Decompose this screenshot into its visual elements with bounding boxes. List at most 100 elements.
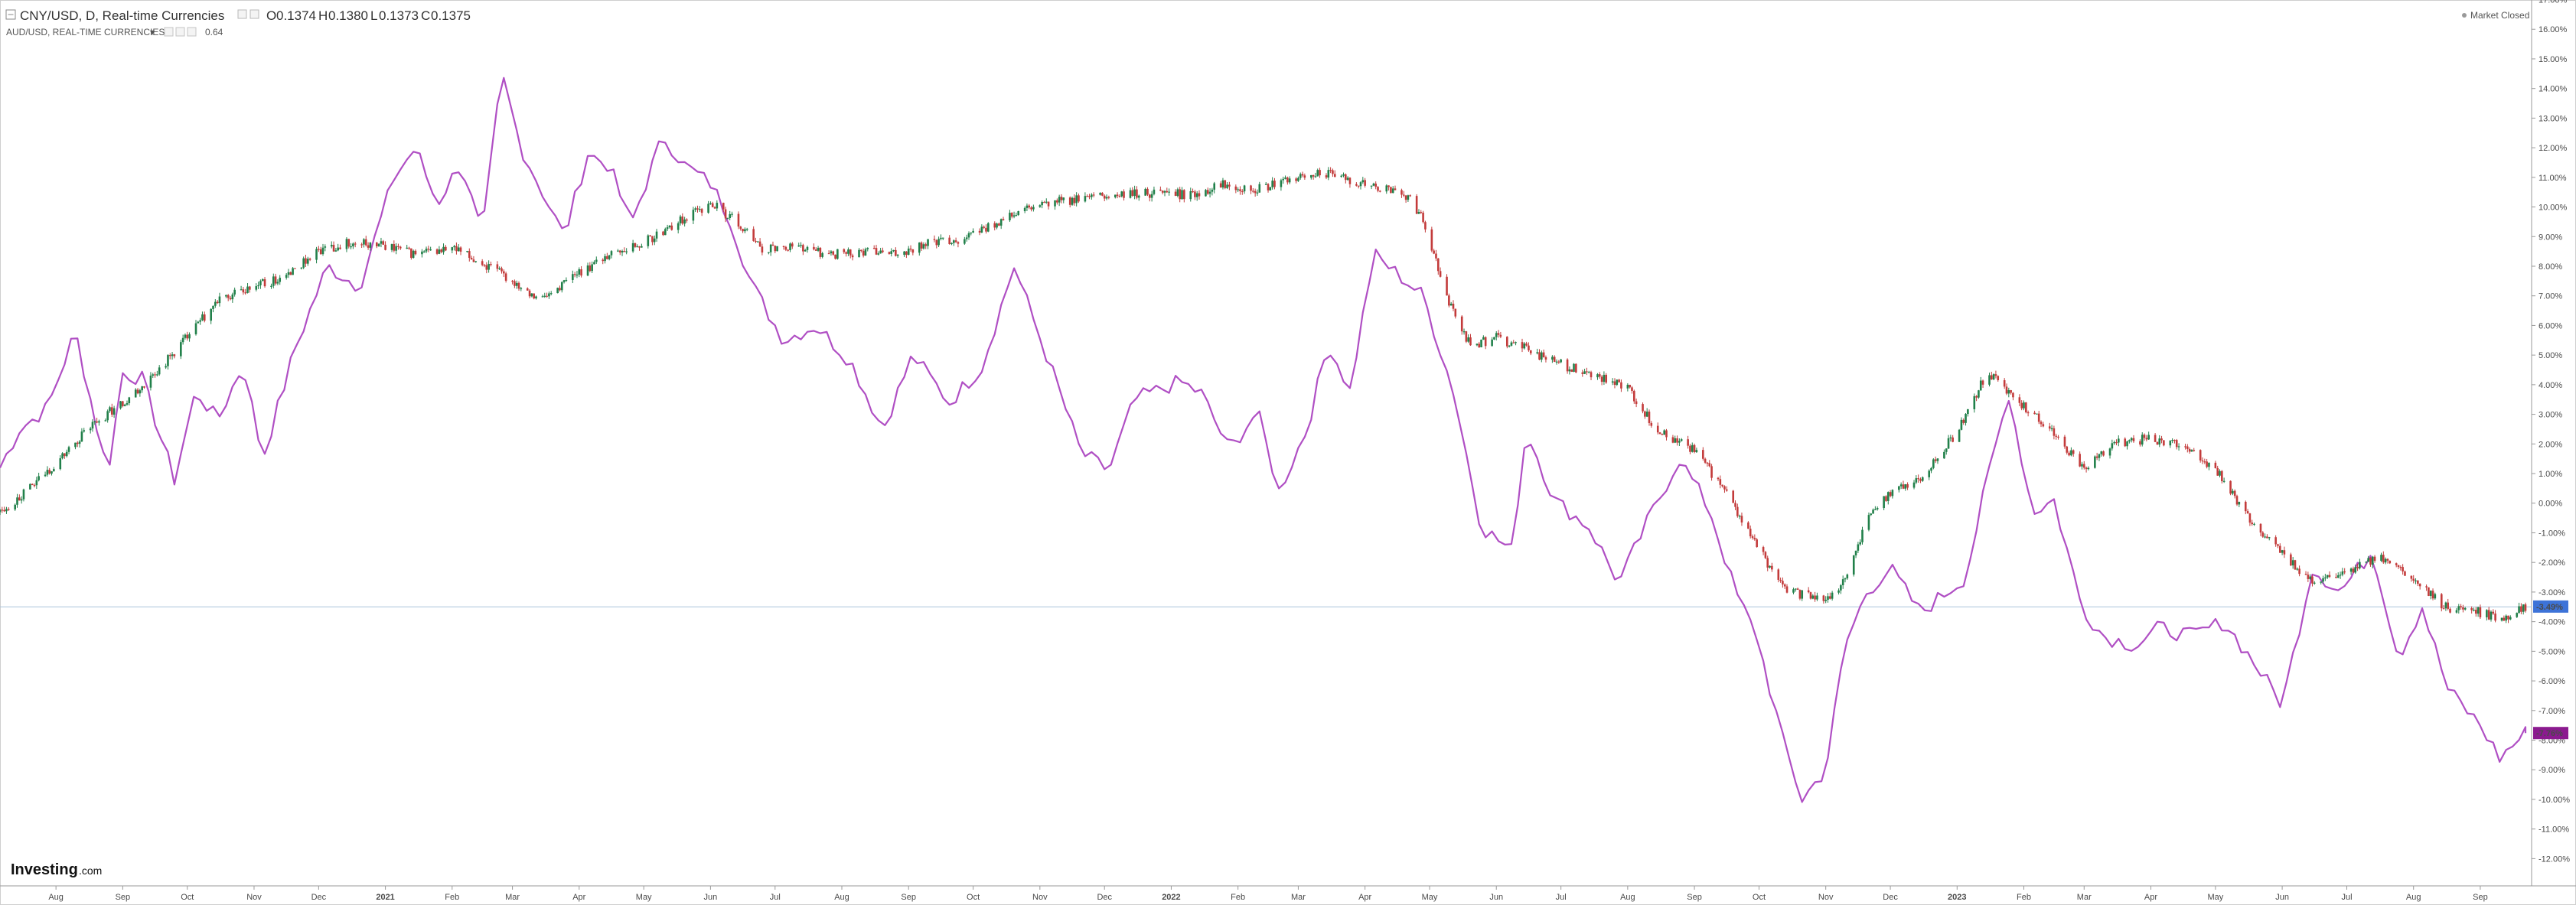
candle-body <box>369 243 372 248</box>
x-tick-label: Sep <box>2473 893 2488 902</box>
visibility-icon[interactable] <box>237 9 247 19</box>
candle-body <box>1068 197 1071 205</box>
candle-body <box>2492 611 2495 614</box>
candle-body <box>1555 361 1558 363</box>
candle-body <box>1402 194 1405 196</box>
candle-body <box>533 293 535 299</box>
candle-body <box>352 243 354 247</box>
candle-body <box>31 483 34 486</box>
candle-body <box>1528 345 1530 350</box>
candle-body <box>2203 461 2206 463</box>
compare-dropdown-icon[interactable]: ▾ <box>150 27 155 37</box>
candle-body <box>752 229 755 241</box>
candle-body <box>2281 550 2284 553</box>
compare-series-title[interactable]: AUD/USD, REAL-TIME CURRENCIES <box>6 27 165 37</box>
x-tick-label: Oct <box>181 893 194 902</box>
x-tick-label: May <box>2207 893 2223 902</box>
candle-body <box>1734 503 1736 507</box>
candle-body <box>1484 337 1487 347</box>
candle-body <box>2012 392 2014 398</box>
candle-body <box>2349 568 2353 572</box>
candle-body <box>227 295 230 298</box>
candle-body <box>1829 596 1831 599</box>
candle-body <box>1603 374 1606 383</box>
candle-body <box>216 301 219 304</box>
x-tick-label: Jun <box>704 893 718 902</box>
y-tick-label: 7.00% <box>2539 292 2562 301</box>
candle-body <box>1010 213 1013 217</box>
candle-body <box>2048 426 2051 429</box>
candle-body <box>503 271 505 274</box>
collapse-icon[interactable] <box>5 9 16 20</box>
candle-body <box>1469 337 1472 346</box>
candle-body <box>858 249 860 258</box>
candle-body <box>2425 586 2428 588</box>
y-tick-label: 5.00% <box>2539 351 2562 360</box>
main-series-title[interactable]: CNY/USD, D, Real-time Currencies <box>20 8 224 23</box>
candle-body <box>1544 357 1547 360</box>
candle-body <box>1613 381 1616 386</box>
candle-body <box>122 401 124 406</box>
candle-body <box>2115 442 2118 444</box>
candle-body <box>302 258 305 268</box>
candle-body <box>1271 181 1273 187</box>
candle-body <box>2010 390 2012 393</box>
candle-body <box>1032 207 1035 210</box>
candle-body <box>1026 205 1029 208</box>
candle-body <box>993 223 996 228</box>
candle-body <box>1960 419 1963 430</box>
candle-body <box>2248 513 2252 523</box>
candle-body <box>1357 185 1360 187</box>
candle-body <box>16 497 18 505</box>
candle-body <box>1611 381 1614 383</box>
candle-body <box>1902 484 1905 489</box>
candle-body <box>940 237 942 239</box>
brand-logo: Investing .com <box>11 861 102 878</box>
x-tick-label: May <box>636 893 652 902</box>
candle-body <box>22 489 25 500</box>
candle-body <box>2214 462 2217 468</box>
candle-body <box>106 411 109 421</box>
candle-body <box>80 431 83 442</box>
candle-body <box>143 386 145 388</box>
compare-remove-icon[interactable] <box>187 27 197 37</box>
candle-body <box>289 272 292 275</box>
candle-body <box>2036 413 2038 415</box>
candle-body <box>1930 467 1932 471</box>
candle-body <box>1626 384 1629 389</box>
candle-body <box>421 251 423 255</box>
settings-icon[interactable] <box>249 9 259 19</box>
candle-body <box>716 203 719 209</box>
candle-body <box>589 265 592 272</box>
candle-body <box>363 239 365 245</box>
candle-body <box>972 230 974 233</box>
candle-body <box>2018 397 2021 403</box>
candle-body <box>578 269 581 275</box>
candle-body <box>565 279 568 282</box>
candle-body <box>1239 189 1241 191</box>
candle-body <box>1596 374 1599 378</box>
plot-area[interactable] <box>0 77 2532 803</box>
candle-body <box>1962 419 1965 423</box>
candle-body <box>377 243 380 246</box>
candle-body <box>1280 180 1283 187</box>
candle-body <box>1449 304 1453 306</box>
candle-body <box>246 286 249 293</box>
candle-body <box>29 483 31 490</box>
candle-body <box>1475 343 1479 346</box>
candle-body <box>240 289 243 291</box>
candle-body <box>1228 184 1231 187</box>
candle-body <box>2500 617 2503 621</box>
candle-body <box>141 386 143 391</box>
compare-visibility-icon[interactable] <box>164 27 174 37</box>
candle-body <box>1161 190 1164 193</box>
candle-body <box>2156 441 2159 445</box>
candle-body <box>2503 617 2506 621</box>
candle-body <box>724 209 727 219</box>
candle-body <box>1557 361 1560 363</box>
candle-body <box>621 250 624 253</box>
candle-body <box>2126 441 2128 447</box>
candle-body <box>830 251 833 254</box>
compare-settings-icon[interactable] <box>175 27 185 37</box>
